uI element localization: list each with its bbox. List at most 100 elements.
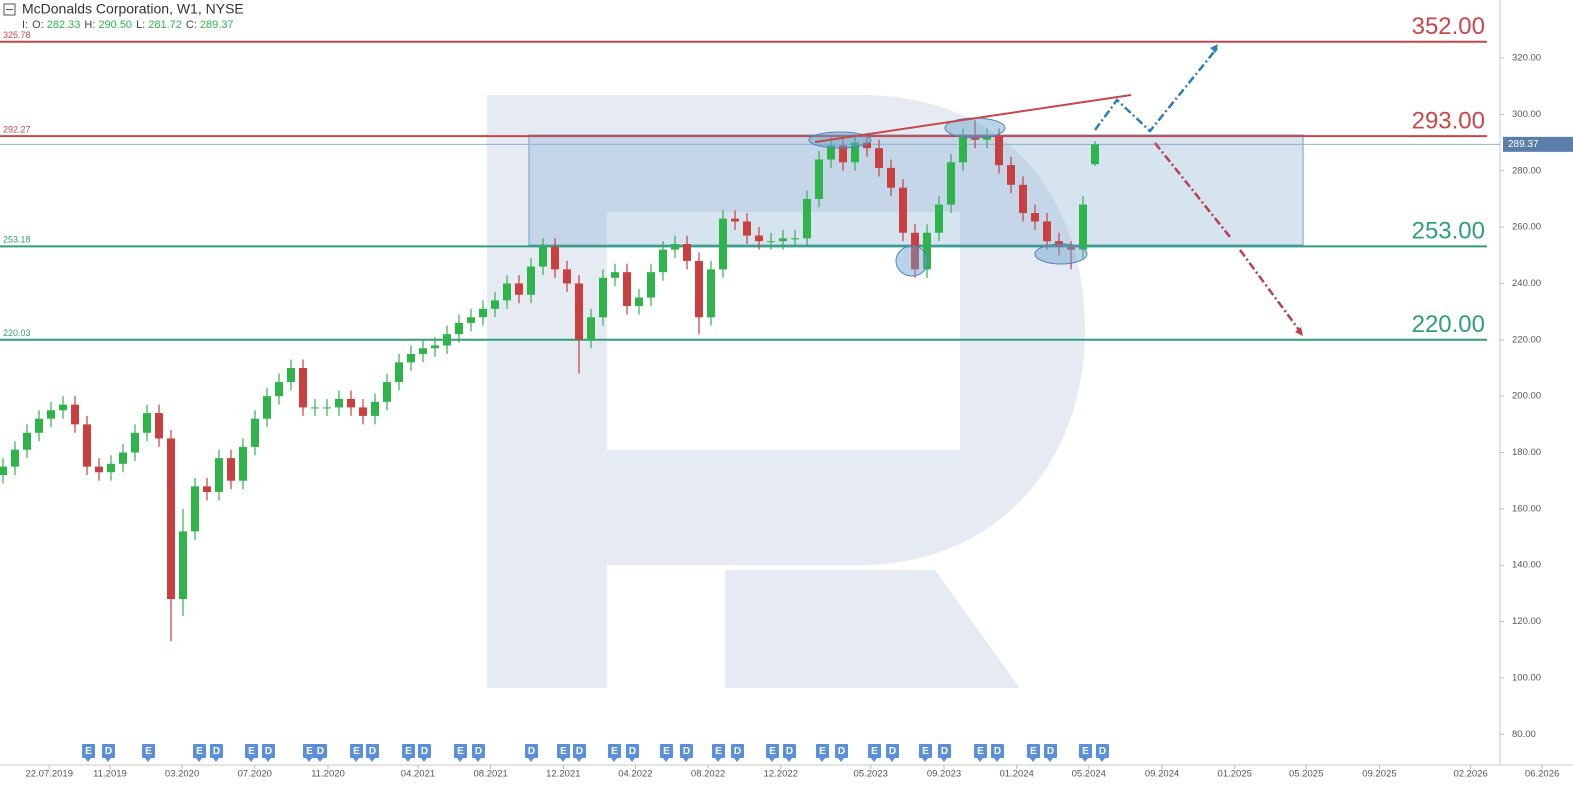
event-label[interactable]: D — [369, 746, 376, 757]
candle-body — [275, 382, 283, 397]
event-label[interactable]: E — [85, 746, 92, 757]
candle-body — [0, 466, 7, 476]
event-label[interactable]: E — [457, 746, 464, 757]
candle-body — [11, 449, 19, 467]
event-label[interactable]: D — [105, 746, 112, 757]
event-label[interactable]: E — [405, 746, 412, 757]
candle-body — [731, 218, 739, 222]
event-label[interactable]: D — [265, 746, 272, 757]
event-marker — [454, 744, 467, 758]
event-label[interactable]: D — [213, 746, 220, 757]
event-label[interactable]: D — [734, 746, 741, 757]
event-label[interactable]: D — [475, 746, 482, 757]
event-label[interactable]: D — [889, 746, 896, 757]
candle-body — [383, 382, 391, 402]
event-pointer — [1099, 758, 1105, 762]
range-zone — [528, 134, 1304, 246]
candle-body — [623, 272, 631, 306]
event-label[interactable]: E — [977, 746, 984, 757]
candle-body — [899, 187, 907, 233]
candle-body — [1079, 204, 1087, 250]
event-label[interactable]: E — [196, 746, 203, 757]
event-marker — [573, 744, 586, 758]
candle-body — [791, 238, 799, 240]
event-label[interactable]: D — [576, 746, 583, 757]
event-label[interactable]: D — [1099, 746, 1106, 757]
ohlc-value: 281.72 — [148, 19, 182, 31]
event-label[interactable]: D — [528, 746, 535, 757]
event-label[interactable]: D — [941, 746, 948, 757]
candle-body — [575, 283, 583, 340]
y-tick-label: 80.00 — [1512, 729, 1536, 740]
event-marker — [660, 744, 673, 758]
event-label[interactable]: D — [838, 746, 845, 757]
candle-body — [167, 438, 175, 600]
event-pointer — [105, 758, 111, 762]
event-label[interactable]: D — [421, 746, 428, 757]
event-label[interactable]: E — [769, 746, 776, 757]
level-target-label: 220.00 — [1412, 311, 1485, 338]
event-label[interactable]: E — [715, 746, 722, 757]
event-pointer — [145, 758, 151, 762]
event-pointer — [265, 758, 271, 762]
event-label[interactable]: E — [353, 746, 360, 757]
event-label[interactable]: D — [629, 746, 636, 757]
event-marker — [1027, 744, 1040, 758]
ohlc-value: 290.50 — [98, 19, 132, 31]
event-pointer — [819, 758, 825, 762]
candle-body — [323, 407, 331, 409]
event-label[interactable]: D — [786, 746, 793, 757]
event-pointer — [421, 758, 427, 762]
event-label[interactable]: D — [317, 746, 324, 757]
event-label[interactable]: E — [922, 746, 929, 757]
x-tick-label: 12.2022 — [764, 769, 798, 780]
event-label[interactable]: D — [994, 746, 1001, 757]
candle-body — [239, 446, 247, 481]
event-label[interactable]: E — [1082, 746, 1089, 757]
event-label[interactable]: E — [663, 746, 670, 757]
header: McDonalds Corporation, W1, NYSE I: O: 282.… — [3, 1, 244, 31]
levels: 325.78 352.00 292.27 293.00 253.18 253.00 220.… — [0, 13, 1487, 341]
candle-body — [71, 404, 79, 425]
event-label[interactable]: E — [611, 746, 618, 757]
candle-body — [407, 353, 415, 363]
event-marker — [868, 744, 881, 758]
candle-body — [935, 204, 943, 233]
event-pointer — [306, 758, 312, 762]
candle-body — [371, 401, 379, 416]
event-label[interactable]: D — [1047, 746, 1054, 757]
event-pointer — [683, 758, 689, 762]
ohlc-value: 282.33 — [47, 19, 81, 31]
y-tick-label: 160.00 — [1512, 503, 1541, 514]
event-pointer — [1082, 758, 1088, 762]
candle-body — [191, 486, 199, 532]
event-pointer — [1030, 758, 1036, 762]
y-tick-label: 240.00 — [1512, 278, 1541, 289]
event-marker — [193, 744, 206, 758]
candle-body — [923, 232, 931, 270]
candle-body — [755, 235, 763, 242]
y-tick-label: 180.00 — [1512, 447, 1541, 458]
candle-body — [395, 362, 403, 383]
event-label[interactable]: E — [819, 746, 826, 757]
event-label[interactable]: E — [145, 746, 152, 757]
event-label[interactable]: E — [248, 746, 255, 757]
bull-scenario — [1093, 46, 1219, 133]
event-label[interactable]: E — [306, 746, 313, 757]
event-marker — [525, 744, 538, 758]
candle-body — [1091, 144, 1099, 165]
event-pointer — [769, 758, 775, 762]
y-tick-label: 200.00 — [1512, 391, 1541, 402]
event-pointer — [475, 758, 481, 762]
event-label[interactable]: D — [683, 746, 690, 757]
event-pointer — [457, 758, 463, 762]
candle-body — [719, 218, 727, 270]
event-label[interactable]: E — [871, 746, 878, 757]
event-marker — [712, 744, 725, 758]
collapse-icon[interactable] — [3, 3, 16, 16]
y-tick-label: 260.00 — [1512, 222, 1541, 233]
candle-body — [767, 241, 775, 243]
event-pointer — [196, 758, 202, 762]
event-label[interactable]: E — [560, 746, 567, 757]
event-label[interactable]: E — [1030, 746, 1037, 757]
